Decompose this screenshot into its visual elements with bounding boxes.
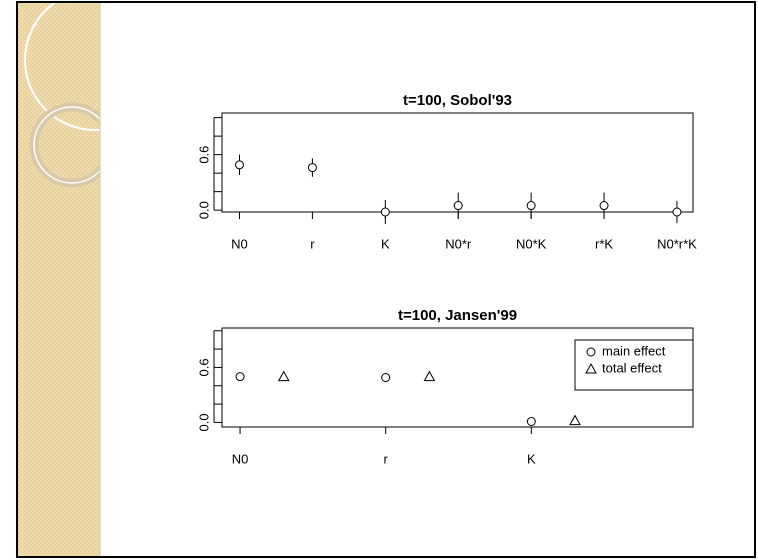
point (672, 207, 682, 217)
point (526, 201, 536, 211)
legend-label: total effect (602, 360, 662, 375)
decoration (18, 3, 100, 556)
point (569, 414, 581, 426)
point (380, 207, 390, 217)
point (277, 370, 290, 382)
point (599, 201, 609, 211)
point (234, 160, 244, 170)
y-tick-label: 0.6 (196, 146, 211, 164)
y-tick-label: 0.0 (196, 201, 211, 219)
x-tick-label: N0 (231, 236, 248, 251)
chart-title: t=100, Sobol'93 (403, 92, 512, 109)
point (423, 370, 436, 382)
x-tick-label: N0*r (445, 236, 472, 251)
x-tick-label: N0*r*K (657, 236, 697, 251)
x-tick-label: K (527, 451, 536, 466)
slide-frame (16, 1, 756, 558)
chart-title: t=100, Jansen'99 (398, 307, 517, 324)
legend-marker (586, 347, 596, 357)
x-tick-label: r*K (595, 236, 613, 251)
legend-marker (585, 362, 597, 374)
y-tick-label: 0.6 (196, 358, 211, 376)
x-tick-label: N0*K (516, 236, 547, 251)
x-tick-label: K (381, 236, 390, 251)
point (235, 372, 245, 382)
y-tick-label: 0.0 (196, 413, 211, 431)
x-tick-label: r (310, 236, 315, 251)
x-tick-label: N0 (232, 451, 249, 466)
legend-label: main effect (602, 343, 666, 358)
point (381, 373, 391, 382)
x-tick-label: r (384, 451, 389, 466)
point (453, 201, 463, 211)
point (307, 163, 317, 173)
point (526, 417, 536, 426)
legend-box (574, 339, 694, 391)
